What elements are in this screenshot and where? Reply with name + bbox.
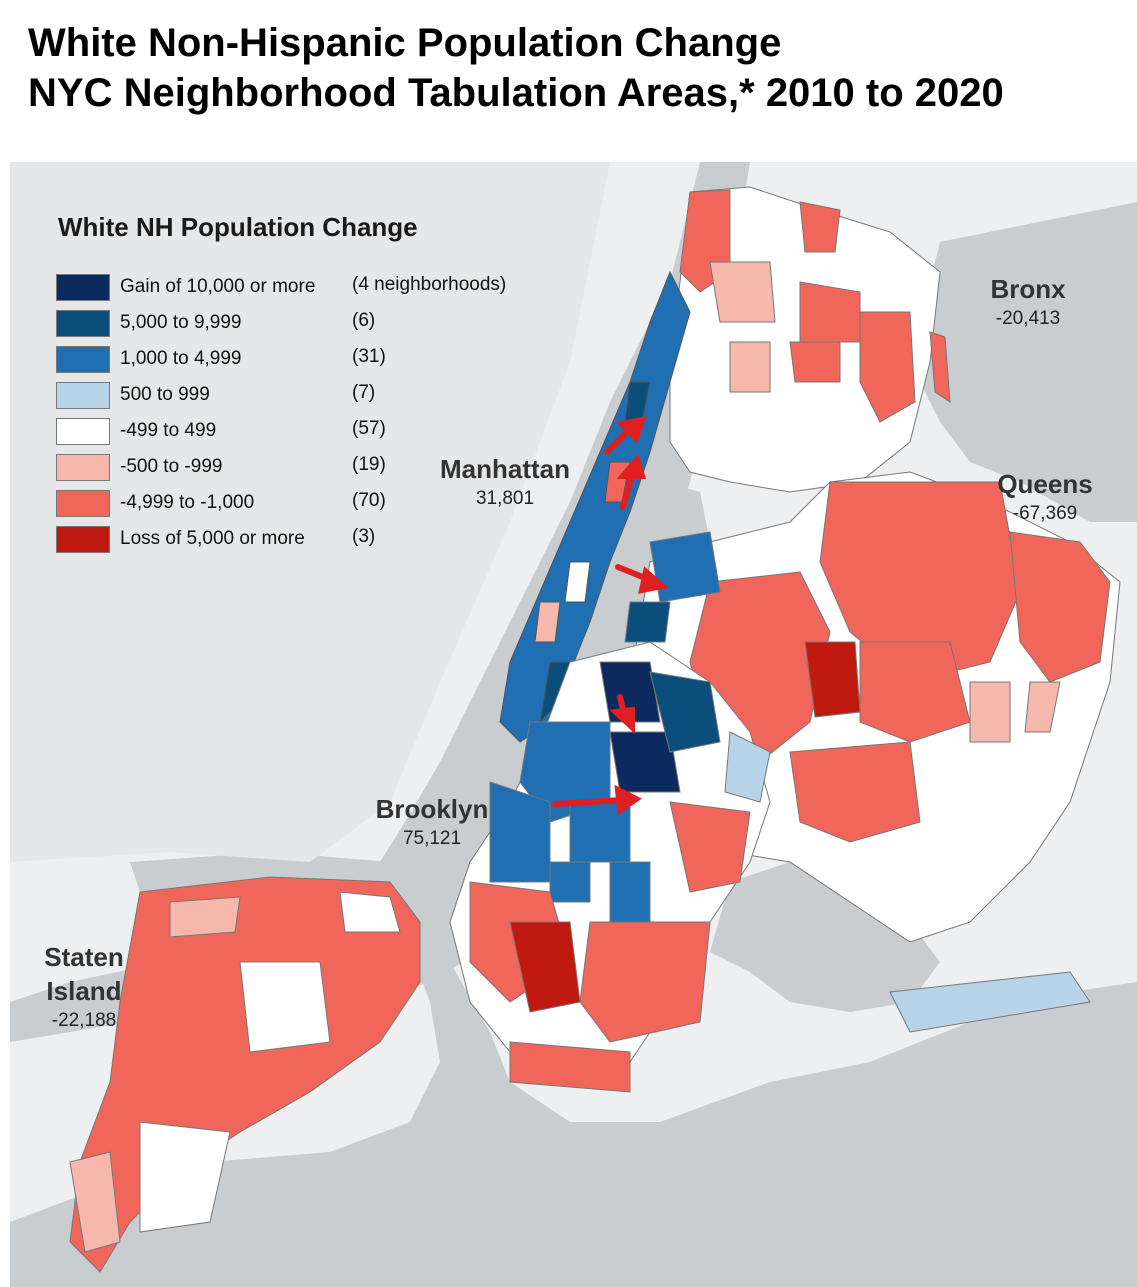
legend-count: (70) (352, 490, 386, 511)
bronx-shape (669, 186, 951, 493)
legend-label: -500 to -999 (120, 456, 223, 477)
legend-swatch (56, 418, 110, 445)
borough-label-bronx: Bronx -20,413 (978, 272, 1078, 332)
borough-name: Bronx (990, 274, 1066, 304)
title-line-1: White Non-Hispanic Population Change (28, 21, 782, 65)
legend-count: (57) (352, 418, 386, 439)
borough-value: -67,369 (1012, 503, 1078, 524)
legend-swatch (56, 274, 110, 301)
legend-swatch (56, 346, 110, 373)
legend-swatch (56, 526, 110, 553)
highlight-arrows (552, 416, 669, 816)
legend-item: 1,000 to 4,999 (31) (48, 343, 548, 379)
borough-label-queens: Queens -67,369 (985, 467, 1105, 527)
legend-item: Gain of 10,000 or more (4 neighborhoods) (48, 271, 548, 307)
brooklyn-shape (449, 641, 771, 1093)
legend-count: (31) (352, 346, 386, 367)
borough-value: -22,188 (51, 1010, 117, 1031)
legend-label: -4,999 to -1,000 (120, 492, 255, 513)
borough-name: Brooklyn (375, 794, 489, 824)
legend-item: Loss of 5,000 or more (3) (48, 523, 548, 559)
legend-item: -500 to -999 (19) (48, 451, 548, 487)
title-line-2: NYC Neighborhood Tabulation Areas,* 2010… (28, 71, 1004, 115)
map-frame[interactable] (10, 162, 1137, 1287)
legend-label: 500 to 999 (120, 384, 210, 405)
legend-label: 5,000 to 9,999 (120, 312, 242, 333)
legend-label: Gain of 10,000 or more (120, 276, 316, 297)
borough-value: 75,121 (402, 828, 462, 849)
nj-land (10, 162, 610, 862)
legend-label: 1,000 to 4,999 (120, 348, 242, 369)
staten-island-shape (69, 876, 421, 1273)
map-title: White Non-Hispanic Population Change NYC… (28, 18, 1004, 118)
legend-count: (4 neighborhoods) (352, 274, 507, 295)
map-canvas (10, 162, 1137, 1287)
legend-count: (19) (352, 454, 386, 475)
map-legend: White NH Population Change Gain of 10,00… (48, 212, 548, 559)
legend-item: -4,999 to -1,000 (70) (48, 487, 548, 523)
borough-value: 31,801 (475, 488, 535, 509)
borough-label-staten-island: Staten Island -22,188 (28, 940, 140, 1034)
borough-name: Staten Island (44, 942, 124, 1006)
legend-count: (7) (352, 382, 376, 403)
borough-label-brooklyn: Brooklyn 75,121 (362, 792, 502, 852)
legend-swatch (56, 454, 110, 481)
legend-item: 5,000 to 9,999 (6) (48, 307, 548, 343)
borough-name: Manhattan (440, 454, 570, 484)
legend-label: Loss of 5,000 or more (120, 528, 305, 549)
legend-count: (3) (352, 526, 376, 547)
legend-swatch (56, 382, 110, 409)
borough-value: -20,413 (995, 308, 1061, 329)
borough-label-manhattan: Manhattan 31,801 (425, 452, 585, 512)
legend-swatch (56, 310, 110, 337)
legend-item: 500 to 999 (7) (48, 379, 548, 415)
legend-count: (6) (352, 310, 376, 331)
legend-item: -499 to 499 (57) (48, 415, 548, 451)
legend-title: White NH Population Change (58, 212, 418, 242)
borough-name: Queens (997, 469, 1093, 499)
legend-swatch (56, 490, 110, 517)
legend-label: -499 to 499 (120, 420, 217, 441)
